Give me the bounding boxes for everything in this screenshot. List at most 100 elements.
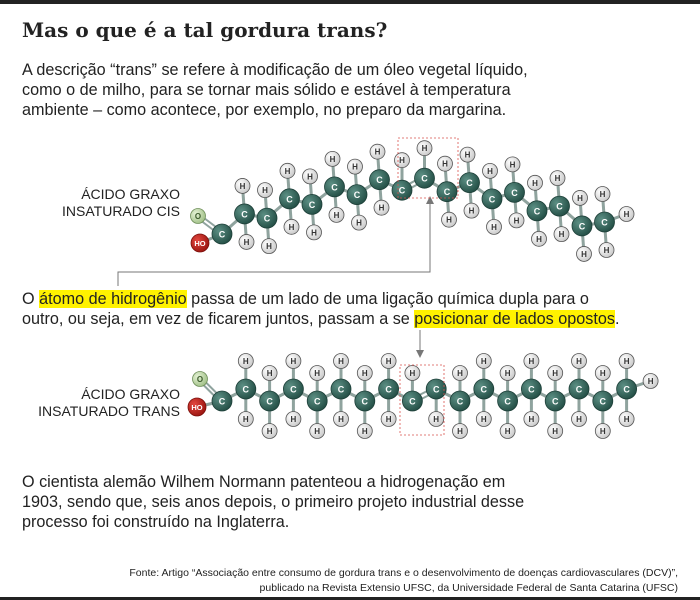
hydrogen-atom bbox=[618, 206, 635, 222]
carbon-atom bbox=[481, 188, 503, 210]
hydrogen-symbol: H bbox=[600, 190, 606, 199]
carbon-symbol: C bbox=[444, 187, 451, 197]
text-line: INSATURADO CIS bbox=[62, 203, 180, 219]
hydrogen-symbol: H bbox=[624, 415, 630, 424]
hydrogen-atom bbox=[598, 242, 615, 258]
hydrogen-symbol: H bbox=[240, 182, 246, 191]
carbon-symbol: C bbox=[433, 385, 440, 395]
hydrogen-atom bbox=[594, 186, 611, 202]
hydrogen-symbol: H bbox=[422, 144, 428, 153]
text-line: ambiente – como acontece, por exemplo, n… bbox=[22, 101, 507, 119]
hydrogen-symbol: H bbox=[600, 427, 606, 436]
hydrogen-atom bbox=[475, 353, 492, 369]
carbon-symbol: C bbox=[481, 385, 488, 395]
hydrogen-symbol: H bbox=[529, 357, 535, 366]
text-line: A descrição “trans” se refere à modifica… bbox=[22, 61, 528, 79]
highlight: posicionar de lados opostos bbox=[414, 310, 615, 328]
carbon-symbol: C bbox=[286, 194, 293, 204]
carbon-symbol: C bbox=[354, 190, 361, 200]
hydrogen-atom bbox=[571, 411, 587, 427]
hydrogen-symbol: H bbox=[399, 156, 405, 165]
carbon-atom bbox=[436, 181, 458, 203]
hydrogen-atom bbox=[547, 365, 564, 381]
carbon-atom bbox=[378, 378, 400, 400]
hydrogen-atom bbox=[234, 178, 251, 194]
oxygen-symbol: O bbox=[197, 375, 203, 384]
carbon-atom bbox=[235, 378, 257, 400]
hydrogen-symbol: H bbox=[375, 148, 381, 157]
hydrogen-symbol: H bbox=[386, 357, 392, 366]
carbon-atom bbox=[414, 167, 435, 189]
hydroxyl-symbol: HO bbox=[191, 403, 202, 412]
carbon-symbol: C bbox=[385, 385, 392, 395]
hydrogen-atom bbox=[549, 170, 566, 187]
history-text: O cientista alemão Wilhem Normann patent… bbox=[22, 472, 524, 532]
hydrogen-symbol: H bbox=[289, 223, 295, 232]
carbon-symbol: C bbox=[362, 397, 369, 407]
hydrogen-symbol: H bbox=[457, 427, 463, 436]
hydrogen-atom bbox=[553, 226, 570, 243]
carbon-symbol: C bbox=[489, 194, 496, 204]
hydrogen-atom bbox=[380, 411, 397, 427]
hydrogen-symbol: H bbox=[266, 242, 272, 251]
hydrogen-symbol: H bbox=[552, 369, 558, 378]
oxygen-symbol: O bbox=[195, 212, 201, 221]
hydrogen-atom bbox=[499, 423, 516, 439]
hydrogen-atom bbox=[237, 411, 254, 427]
hydrogen-symbol: H bbox=[446, 216, 452, 225]
hydrogen-atom bbox=[482, 162, 498, 179]
text-line: Fonte: Artigo “Associação entre consumo … bbox=[129, 567, 678, 579]
hydrogen-symbol: H bbox=[604, 246, 610, 255]
hydrogen-atom bbox=[452, 365, 468, 381]
hydrogen-symbol: H bbox=[576, 357, 582, 366]
hydrogen-atom bbox=[328, 206, 345, 223]
carbon-atom bbox=[259, 390, 281, 412]
text-part: O bbox=[22, 290, 40, 308]
hydrogen-symbol: H bbox=[536, 235, 542, 244]
carbon-atom bbox=[256, 207, 278, 229]
carbon-atom bbox=[526, 200, 548, 222]
hydrogen-atom bbox=[508, 212, 525, 229]
carbon-atom bbox=[473, 378, 495, 400]
carbon-atom bbox=[324, 176, 345, 198]
hydrogen-symbol: H bbox=[291, 415, 297, 424]
hydrogen-atom bbox=[333, 411, 349, 427]
text-line: outro, ou seja, em vez de ficarem juntos… bbox=[22, 309, 619, 329]
hydrogen-symbol: H bbox=[243, 415, 249, 424]
hydrogen-atom bbox=[380, 353, 397, 369]
hydrogen-atom bbox=[283, 218, 300, 235]
hydrogen-symbol: H bbox=[624, 210, 630, 219]
text-line: processo foi construído na Inglaterra. bbox=[22, 513, 290, 531]
text-line: INSATURADO TRANS bbox=[38, 403, 180, 419]
hydrogen-atom bbox=[369, 143, 386, 160]
hydrogen-atom bbox=[531, 230, 547, 247]
carbon-symbol: C bbox=[338, 385, 345, 395]
hydrogen-symbol: H bbox=[581, 250, 587, 259]
molecule-layer: C C C C C C C C C C C C C C C C C C H H H H H H H H H H H H H H H H H H H H H H… bbox=[117, 137, 659, 439]
hydrogen-symbol: H bbox=[491, 223, 497, 232]
oxygen-atom bbox=[190, 208, 206, 224]
intro-text: A descrição “trans” se refere à modifica… bbox=[22, 60, 528, 120]
carbon-symbol: C bbox=[504, 397, 511, 407]
hydrogen-atom bbox=[547, 423, 564, 439]
hydrogen-atom bbox=[261, 238, 277, 255]
hydrogen-atom bbox=[527, 174, 543, 191]
hydrogen-symbol: H bbox=[362, 427, 368, 436]
hydrogen-atom bbox=[452, 423, 468, 439]
carbon-atom bbox=[279, 188, 300, 210]
hydrogen-atom bbox=[285, 353, 302, 369]
hydrogen-atom bbox=[285, 411, 302, 427]
hydrogen-symbol: H bbox=[505, 427, 511, 436]
carbon-symbol: C bbox=[264, 214, 271, 224]
highlight-box bbox=[397, 137, 459, 199]
hydroxyl-atom bbox=[190, 233, 210, 253]
hydrogen-symbol: H bbox=[338, 415, 344, 424]
hydrogen-symbol: H bbox=[311, 228, 317, 237]
carbon-atom bbox=[504, 181, 525, 203]
hydrogen-atom bbox=[642, 373, 659, 389]
connector bbox=[117, 196, 434, 286]
hydrogen-symbol: H bbox=[559, 230, 565, 239]
text-part: . bbox=[614, 310, 620, 328]
carbon-symbol: C bbox=[219, 230, 226, 240]
hydrogen-atom bbox=[463, 202, 480, 219]
